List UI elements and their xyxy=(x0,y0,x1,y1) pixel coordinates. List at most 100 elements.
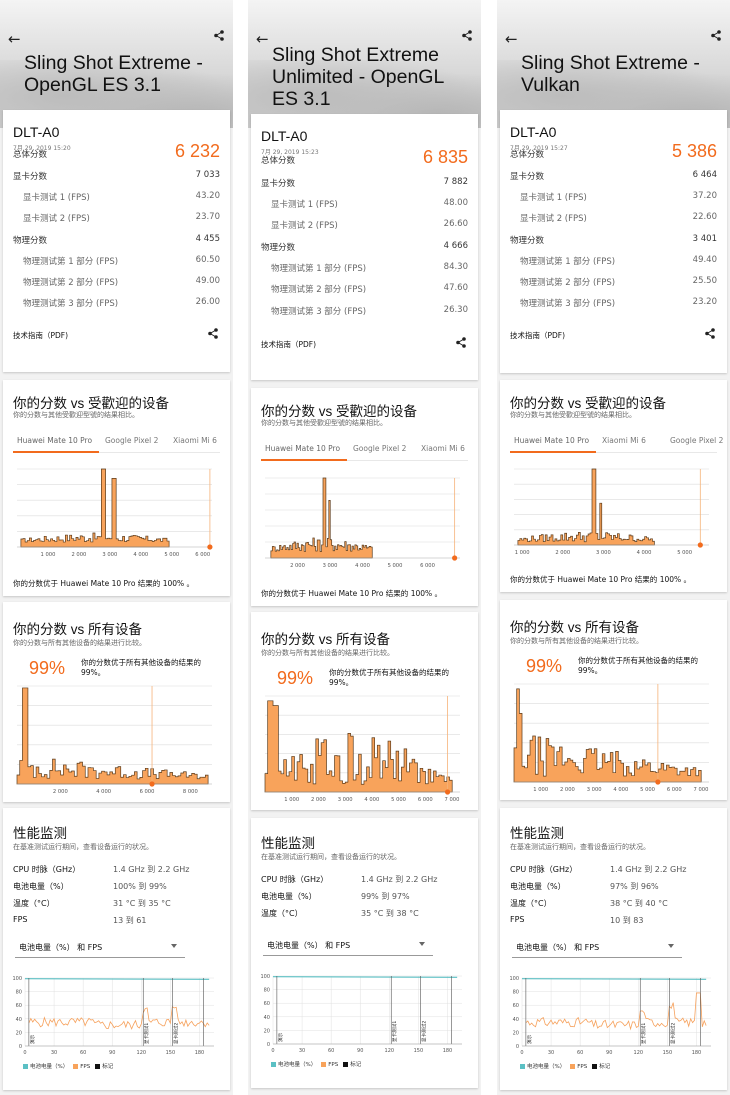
score-label: 总体分数 xyxy=(261,156,296,166)
y-tick-label: 40 xyxy=(264,1015,270,1021)
share-icon[interactable] xyxy=(214,30,224,41)
popular-comparison-chart: 1 000 2 000 3 000 4 000 5 000 6 000 xyxy=(17,468,213,558)
distribution-area xyxy=(264,700,453,793)
percentile-text: 你的分数优于所有其他设备的结果的 99%。 xyxy=(81,658,201,677)
marker-label: 显卡测试2 xyxy=(172,1023,179,1044)
metric-dropdown[interactable]: 电池电量（%） 和 FPS xyxy=(263,936,433,956)
x-tick-label: 180 xyxy=(195,1050,205,1056)
tab-device[interactable]: Google Pixel 2 xyxy=(353,444,407,453)
score-value: 84.30 xyxy=(443,262,468,272)
distribution-area xyxy=(270,477,373,559)
tab-device[interactable]: Xiaomi Mi 6 xyxy=(602,436,646,445)
marker-label: 演示 xyxy=(526,1034,533,1044)
tab-device[interactable]: Huawei Mate 10 Pro xyxy=(514,436,590,445)
tech-guide-link[interactable]: 技术指南（PDF) xyxy=(510,331,566,340)
metric-dropdown[interactable]: 电池电量（%） 和 FPS xyxy=(512,938,682,958)
hero-header: ← Sling Shot Extreme Unlimited - OpenGL E… xyxy=(248,0,481,128)
score-marker-dot xyxy=(444,789,451,795)
x-tick-label: 1 000 xyxy=(284,797,299,803)
monitoring-card: 性能监测 在基准测试运行期间，查看设备运行的状况。 CPU 时脉（GHz） 1.4 G… xyxy=(500,808,727,1090)
tab-device[interactable]: Xiaomi Mi 6 xyxy=(421,444,465,453)
all-devices-card: 你的分数 vs 所有设备 你的分数与所有其他设备的结果进行比较。 99% 你的分数优于… xyxy=(3,602,230,802)
chevron-down-icon xyxy=(668,944,674,948)
y-tick-label: 100 xyxy=(509,976,519,982)
y-tick-label: 40 xyxy=(16,1017,22,1023)
back-arrow-icon[interactable]: ← xyxy=(505,30,518,48)
x-tick-label: 4 000 xyxy=(637,550,652,556)
monitor-row-fps: FPS 13 到 61 xyxy=(13,915,220,928)
score-label: 总体分数 xyxy=(510,150,545,160)
share-icon[interactable] xyxy=(456,337,466,348)
all-devices-card: 你的分数 vs 所有设备 你的分数与所有其他设备的结果进行比较。 99% 你的分数优于… xyxy=(500,600,727,800)
chevron-down-icon xyxy=(419,942,425,946)
share-icon[interactable] xyxy=(711,30,721,41)
tab-device[interactable]: Huawei Mate 10 Pro xyxy=(17,436,93,445)
monitor-label: 电池电量（%） xyxy=(13,882,69,891)
device-name: DLT-A0 xyxy=(261,128,308,144)
x-tick-label: 7 000 xyxy=(694,787,709,793)
metric-dropdown[interactable]: 电池电量（%） 和 FPS xyxy=(15,938,185,958)
legend-swatch xyxy=(520,1064,525,1069)
share-icon[interactable] xyxy=(208,328,218,339)
popular-comparison-chart: 2 000 3 000 4 000 5 000 6 000 xyxy=(265,477,460,569)
dropdown-value: 电池电量（%） 和 FPS xyxy=(516,943,600,952)
x-tick-label: 5 000 xyxy=(391,797,406,803)
x-tick-label: 180 xyxy=(443,1048,453,1054)
legend-label: FPS xyxy=(80,1064,91,1070)
y-tick-label: 60 xyxy=(513,1003,519,1009)
tech-guide-link[interactable]: 技术指南（PDF) xyxy=(13,331,69,340)
device-tabs: Huawei Mate 10 Pro Xiaomi Mi 6 Google Pixe… xyxy=(510,436,723,453)
back-arrow-icon[interactable]: ← xyxy=(8,30,21,48)
score-label: 显卡分数 xyxy=(261,179,296,189)
tab-device[interactable]: Google Pixel 2 xyxy=(105,436,159,445)
score-row-physics: 物理分数 4 666 xyxy=(261,241,468,255)
legend-item: FPS xyxy=(73,1064,90,1070)
x-tick-label: 2 000 xyxy=(311,797,326,803)
x-tick-label: 0 xyxy=(271,1048,274,1054)
test-date: 7月 29, 2019 15:20 xyxy=(13,145,71,152)
device-name: DLT-A0 xyxy=(510,124,557,140)
monitor-value: 31 °C 到 35 °C xyxy=(113,899,171,908)
active-tab-indicator xyxy=(13,451,99,453)
battery-line xyxy=(24,978,210,980)
x-tick-label: 7 000 xyxy=(445,797,460,803)
y-tick-label: 20 xyxy=(264,1028,270,1034)
score-row-gt1: 显卡测试 1 (FPS) 37.20 xyxy=(510,191,717,205)
back-arrow-icon[interactable]: ← xyxy=(256,30,269,48)
score-value: 49.40 xyxy=(692,255,717,265)
monitoring-chart: 0 20 40 60 80 100 0 30 60 90 120 150 180 演示 显卡测试1 显卡测试2 xyxy=(509,976,711,1056)
x-tick-label: 3 000 xyxy=(596,550,611,556)
score-row-gt2: 显卡测试 2 (FPS) 26.60 xyxy=(261,219,468,233)
score-row-graphics: 显卡分数 7 033 xyxy=(13,170,220,184)
chart-legend: 电池电量（%） FPS 标记 xyxy=(23,1062,118,1070)
y-tick-label: 100 xyxy=(260,974,270,980)
x-tick-label: 3 000 xyxy=(338,797,353,803)
x-tick-label: 4 000 xyxy=(96,789,111,795)
monitor-label: 电池电量（%） xyxy=(510,882,566,891)
x-tick-label: 150 xyxy=(663,1050,673,1056)
x-tick-label: 90 xyxy=(357,1048,363,1054)
all-chart-wrap: 2 000 4 000 6 000 8 000 xyxy=(13,682,220,804)
tab-device[interactable]: Huawei Mate 10 Pro xyxy=(265,444,341,453)
score-label: 总体分数 xyxy=(13,150,48,160)
score-value: 5 386 xyxy=(671,141,717,161)
monitor-value: 35 °C 到 38 °C xyxy=(361,909,419,918)
monitoring-card: 性能监测 在基准测试运行期间，查看设备运行的状况。 CPU 时脉（GHz） 1.4 G… xyxy=(251,818,478,1088)
x-tick-label: 30 xyxy=(299,1048,305,1054)
section-subtitle: 在基准测试运行期间，查看设备运行的状况。 xyxy=(510,843,650,851)
share-icon[interactable] xyxy=(705,328,715,339)
x-tick-label: 2 000 xyxy=(53,789,68,795)
score-value: 23.70 xyxy=(195,212,220,222)
x-tick-label: 60 xyxy=(328,1048,334,1054)
y-tick-label: 80 xyxy=(264,988,270,994)
share-icon[interactable] xyxy=(462,30,472,41)
tab-device[interactable]: Google Pixel 2 xyxy=(670,436,724,445)
result-column: ← Sling Shot Extreme - Vulkan DLT-A0 7月 29,… xyxy=(497,0,730,1095)
x-tick-label: 120 xyxy=(634,1050,644,1056)
tech-guide-link[interactable]: 技术指南（PDF) xyxy=(261,340,317,349)
tab-device[interactable]: Xiaomi Mi 6 xyxy=(173,436,217,445)
all-chart-wrap: 1 000 2 000 3 000 4 000 5 000 6 000 7 000 xyxy=(510,680,717,802)
hero-header: ← Sling Shot Extreme - OpenGL ES 3.1 xyxy=(0,0,233,128)
monitor-label: FPS xyxy=(13,915,28,924)
monitor-value: 1.4 GHz 到 2.2 GHz xyxy=(361,875,438,884)
